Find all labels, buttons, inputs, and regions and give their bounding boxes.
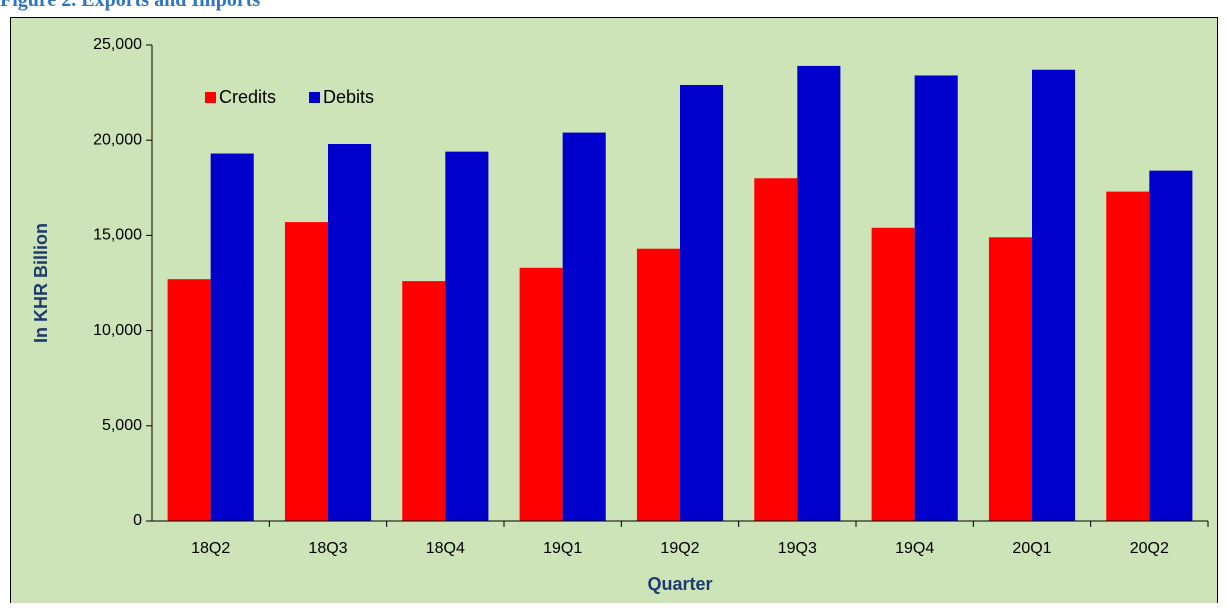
x-tick-label: 20Q2 [1130, 540, 1169, 557]
legend-label: Credits [219, 87, 276, 107]
bar [754, 178, 798, 521]
bar [1106, 191, 1150, 521]
y-tick-label: 10,000 [93, 322, 142, 339]
y-tick-label: 15,000 [93, 227, 142, 244]
bar [519, 267, 563, 521]
y-axis-label: In KHR Billion [31, 223, 51, 343]
legend-swatch [309, 92, 321, 103]
bar [210, 153, 254, 521]
x-tick-label: 20Q1 [1012, 540, 1051, 557]
x-tick-label: 18Q3 [308, 540, 347, 557]
bar [871, 227, 915, 521]
bar [1149, 170, 1193, 521]
legend-swatch [205, 92, 216, 103]
bar [797, 65, 841, 521]
y-tick-label: 5,000 [102, 417, 142, 434]
x-tick-label: 19Q2 [660, 540, 699, 557]
y-tick-label: 20,000 [93, 131, 142, 148]
bar [328, 144, 372, 521]
x-tick-label: 18Q2 [191, 540, 230, 557]
bar [636, 248, 680, 521]
bar [562, 132, 606, 522]
y-tick-label: 25,000 [93, 36, 142, 53]
bar [445, 151, 489, 521]
bar [402, 281, 446, 521]
bar [1032, 69, 1076, 521]
x-tick-label: 18Q4 [426, 540, 465, 557]
bar [988, 237, 1032, 521]
bar [914, 75, 958, 522]
legend-label: Debits [323, 87, 374, 107]
y-tick-label: 0 [133, 512, 142, 529]
x-axis-label: Quarter [647, 574, 712, 594]
bar [680, 84, 724, 521]
bar [284, 222, 328, 521]
x-tick-label: 19Q1 [543, 540, 582, 557]
bar [167, 279, 211, 521]
x-tick-label: 19Q3 [778, 540, 817, 557]
chart-title: Figure 2. Exports and Imports [0, 0, 260, 11]
x-tick-label: 19Q4 [895, 540, 934, 557]
